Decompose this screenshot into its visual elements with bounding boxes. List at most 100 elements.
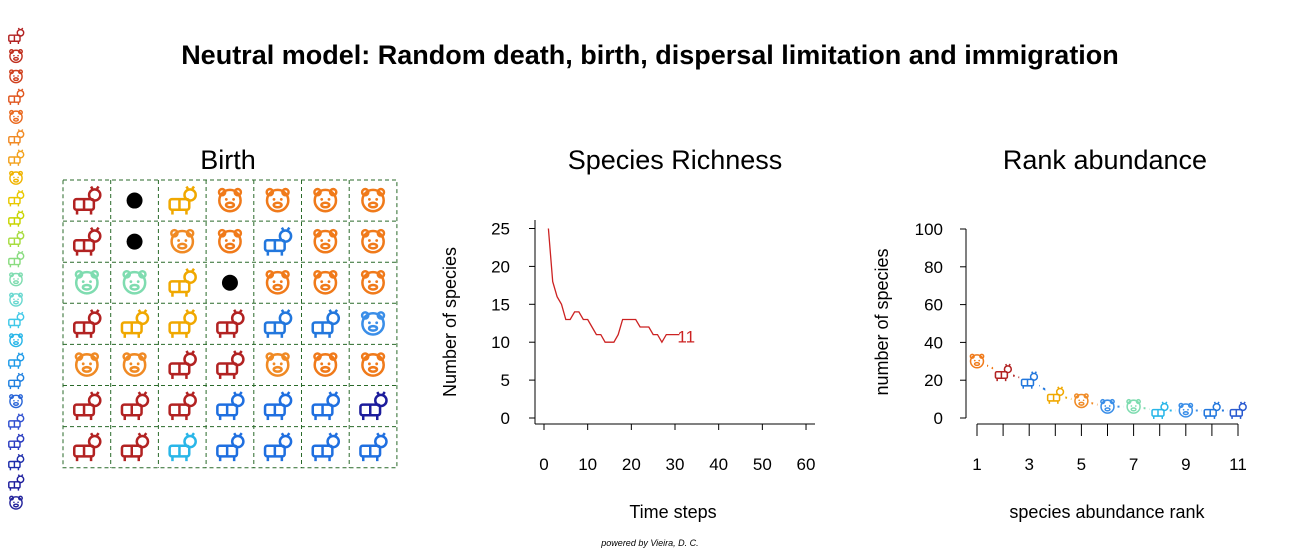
grid-cell: [120, 432, 150, 462]
richness-y-tick-label: 0: [501, 409, 510, 428]
grid-cell: [217, 228, 243, 254]
cat-icon: [8, 250, 25, 268]
grid-cell: [359, 391, 388, 421]
grid-cell: [311, 432, 341, 462]
rank-point: [967, 352, 987, 371]
rank-point: [1228, 401, 1248, 420]
rank-x-tick-label: 1: [972, 455, 981, 474]
raccoon-icon: [313, 352, 338, 377]
raccoon-icon: [360, 352, 386, 377]
raccoon-icon: [217, 187, 243, 213]
richness-y-tick-label: 5: [501, 371, 510, 390]
rank-x-tick-label: 9: [1181, 455, 1190, 474]
richness-y-label: Number of species: [440, 247, 460, 397]
richness-y-tick-label: 15: [491, 295, 510, 314]
cat-icon: [168, 391, 197, 421]
horse-icon: [1151, 401, 1169, 419]
goat-icon: [1020, 371, 1039, 389]
grid-cell: [217, 187, 243, 213]
grid-cell: [263, 432, 293, 462]
grid-cell: [360, 352, 386, 377]
rank-y-tick-label: 20: [924, 371, 943, 390]
grid-cell: [168, 432, 197, 462]
horse-icon: [8, 352, 25, 369]
richness-x-tick-label: 0: [539, 455, 548, 474]
cat-icon: [994, 363, 1013, 382]
bull-icon: [8, 210, 25, 227]
cow-icon: [8, 88, 25, 105]
credit-text: powered by Vieira, D. C.: [601, 538, 699, 548]
raccoon-icon: [969, 353, 985, 369]
cat-icon: [72, 432, 102, 462]
rank-point: [993, 363, 1014, 382]
grid-cell: [72, 309, 102, 338]
ox-icon: [359, 432, 388, 462]
monkey-icon: [9, 333, 23, 348]
grid-cell: [72, 432, 102, 462]
grid-cell: [313, 187, 338, 213]
grid-cell: [311, 309, 341, 338]
richness-x-tick-label: 60: [797, 455, 816, 474]
grid-cell: [122, 352, 147, 377]
raccoon-icon: [360, 187, 386, 213]
birth-grid: [62, 179, 398, 469]
grid-cell: [360, 228, 386, 254]
cat-icon: [72, 185, 102, 215]
grid-cell: [72, 226, 102, 256]
grid-cell: [216, 309, 245, 338]
grid-cell: [168, 185, 197, 215]
horse-icon: [168, 432, 197, 462]
grid-cell: [263, 309, 293, 338]
ox-icon: [8, 413, 25, 430]
grid-cell: [168, 267, 197, 297]
grid-cell: [74, 352, 100, 377]
cat-icon: [120, 432, 150, 462]
pig-icon: [74, 352, 100, 377]
goat-icon: [1203, 401, 1221, 419]
raccoon-icon: [217, 228, 243, 254]
rank-point: [1123, 397, 1144, 416]
grid-cell: [126, 233, 143, 250]
cat-icon: [216, 350, 245, 379]
richness-x-label: Time steps: [629, 502, 716, 522]
raccoon-icon: [313, 270, 338, 295]
pig-icon: [9, 495, 23, 510]
richness-x-tick-label: 30: [666, 455, 685, 474]
grid-cell: [216, 432, 245, 462]
cow-icon: [1046, 386, 1065, 404]
raccoon-icon: [9, 292, 23, 307]
rank-y-tick-label: 40: [924, 333, 943, 352]
pig-icon: [1074, 393, 1089, 409]
cow-icon: [8, 311, 25, 329]
richness-y-tick-label: 20: [491, 257, 510, 276]
rank-point: [1201, 401, 1222, 420]
cow-icon: [168, 309, 197, 338]
grid-cell: [72, 391, 102, 421]
grid-cell: [360, 311, 386, 336]
raccoon-icon: [313, 187, 338, 213]
raccoon-icon: [360, 270, 386, 295]
cow-icon: [168, 267, 197, 297]
empty-site-dot: [126, 233, 143, 250]
monkey-icon: [1126, 398, 1141, 414]
monkey-icon: [122, 270, 147, 295]
monkey-icon: [9, 109, 23, 124]
goat-icon: [8, 372, 25, 390]
goat-icon: [263, 226, 293, 256]
rank-point: [1175, 401, 1196, 420]
species-richness-chart: 0 10 20 30 40 50 60 0 5 10 15 20 25 11 Time steps N…: [440, 220, 815, 523]
grid-cell: [216, 350, 245, 379]
pig-icon: [170, 228, 195, 254]
cow-icon: [168, 185, 197, 215]
grid-cell: [120, 391, 150, 421]
cat-icon: [8, 474, 25, 491]
birth-panel-title: Birth: [200, 145, 256, 175]
grid-cell: [120, 309, 150, 338]
goat-icon: [311, 309, 341, 338]
rank-x-tick-label: 5: [1077, 455, 1086, 474]
cat-icon: [72, 226, 102, 256]
cat-icon: [72, 309, 102, 338]
pig-icon: [9, 49, 23, 64]
goat-icon: [263, 309, 293, 338]
goat-icon: [8, 149, 25, 166]
